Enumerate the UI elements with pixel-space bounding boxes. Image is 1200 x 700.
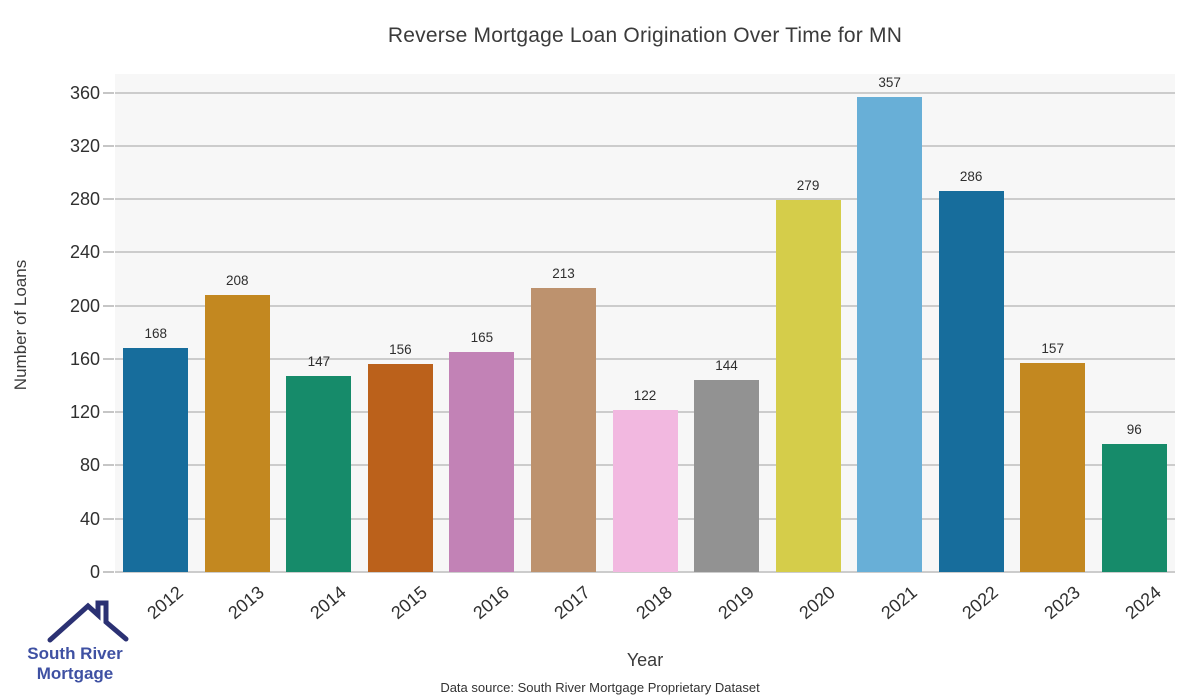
bar-2012 — [123, 348, 189, 572]
y-tick-mark — [103, 517, 114, 520]
bar-2022 — [938, 191, 1004, 572]
gridline — [115, 144, 1175, 147]
gridline — [115, 571, 1175, 573]
y-axis-title: Number of Loans — [11, 259, 30, 391]
x-tick-label: 2019 — [713, 582, 758, 624]
y-tick-mark — [103, 464, 114, 467]
y-tick-mark — [103, 411, 114, 414]
gridline — [115, 304, 1175, 307]
x-tick-label: 2023 — [1040, 582, 1084, 624]
y-tick-mark — [103, 304, 114, 307]
bar-value-label: 157 — [1041, 340, 1064, 356]
bar-value-label: 122 — [633, 387, 657, 403]
y-tick-mark — [103, 198, 114, 201]
bar-value-label: 279 — [796, 178, 820, 194]
bar-value-label: 213 — [552, 266, 575, 282]
logo-text-line2: Mortgage — [36, 664, 114, 683]
y-tick-label: 320 — [69, 135, 100, 156]
logo-text-line1: South River — [27, 644, 123, 663]
bar-2017 — [530, 288, 596, 572]
x-tick-label: 2014 — [306, 582, 350, 624]
y-tick-mark — [103, 357, 114, 360]
plot-area: 168 208 147 156 165 213 122 144 279 357 286 157 96 — [115, 74, 1175, 573]
y-tick-label: 240 — [69, 242, 100, 263]
x-tick-label: 2020 — [795, 582, 839, 624]
bar-2019 — [694, 380, 760, 572]
bar-value-label: 156 — [389, 342, 412, 358]
x-tick-label: 2012 — [143, 582, 187, 624]
data-source-caption: Data source: South River Mortgage Propri… — [440, 680, 760, 695]
y-tick-mark — [103, 251, 114, 254]
y-tick-label: 120 — [69, 402, 100, 423]
bar-value-label: 357 — [878, 74, 901, 90]
y-tick-label: 200 — [69, 295, 100, 316]
y-tick-mark — [103, 91, 114, 94]
bar-2014 — [286, 376, 352, 572]
chart-title: Reverse Mortgage Loan Origination Over T… — [387, 24, 903, 47]
y-tick-mark — [103, 571, 114, 573]
y-tick-label: 160 — [69, 348, 100, 369]
x-axis-title: Year — [626, 650, 664, 670]
bar-value-label: 144 — [715, 358, 738, 374]
x-tick-label: 2016 — [469, 582, 513, 624]
bar-2015 — [367, 364, 433, 572]
x-tick-label: 2021 — [876, 582, 921, 624]
bar-value-label: 286 — [959, 169, 983, 185]
bar-value-label: 147 — [307, 354, 331, 370]
house-roof-icon — [47, 600, 129, 643]
x-tick-label: 2015 — [387, 582, 432, 624]
y-tick-mark — [103, 144, 114, 147]
bar-value-label: 208 — [226, 273, 249, 289]
y-tick-label: 360 — [69, 82, 100, 103]
y-tick-label: 80 — [79, 455, 100, 476]
bar-2018 — [612, 409, 678, 572]
bar-2024 — [1101, 444, 1167, 572]
bar-value-label: 96 — [1126, 422, 1142, 438]
gridline — [115, 251, 1175, 254]
y-tick-label: 40 — [79, 508, 100, 529]
bar-2021 — [857, 96, 923, 572]
gridline — [115, 357, 1175, 360]
x-tick-label: 2017 — [550, 582, 595, 624]
x-axis: 2012 2013 2014 2015 2016 2017 2018 2019 2020 2021… — [115, 572, 1175, 642]
bar-2016 — [449, 352, 515, 572]
x-tick-label: 2022 — [958, 582, 1002, 624]
bar-2023 — [1020, 362, 1086, 572]
y-tick-label: 0 — [89, 562, 100, 582]
x-tick-label: 2013 — [224, 582, 269, 624]
bar-2020 — [775, 200, 841, 572]
gridline — [115, 198, 1175, 201]
logo: South River Mortgage — [16, 600, 134, 684]
bar-value-label: 168 — [144, 326, 168, 342]
x-tick-label: 2018 — [632, 582, 676, 624]
bar-value-label: 165 — [470, 330, 494, 346]
gridline — [115, 91, 1175, 94]
bar-2013 — [204, 295, 270, 572]
x-tick-label: 2024 — [1121, 582, 1166, 624]
y-tick-label: 280 — [69, 189, 100, 210]
